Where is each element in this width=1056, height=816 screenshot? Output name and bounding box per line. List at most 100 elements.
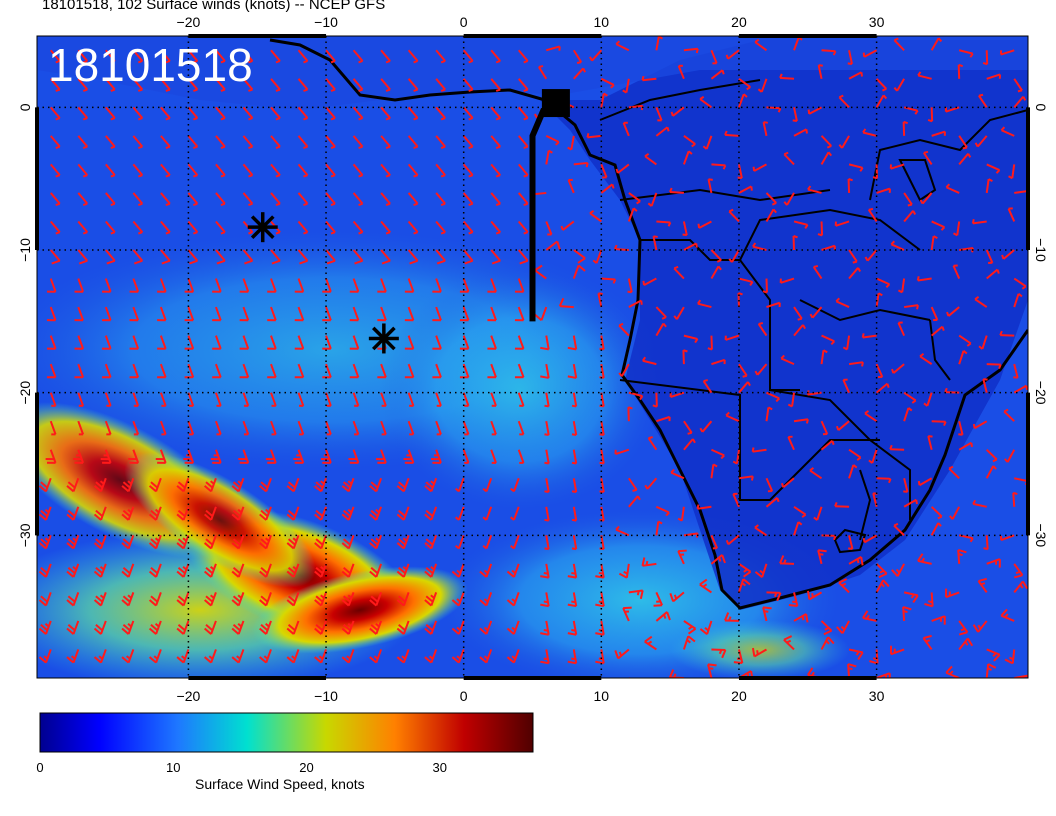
wind-barb (204, 506, 217, 521)
wind-barb (132, 192, 144, 207)
wind-barb (682, 221, 688, 237)
wind-barb (517, 220, 529, 235)
wind-barb (809, 306, 823, 319)
wind-barb (614, 648, 630, 660)
wind-barb (876, 477, 892, 484)
wind-barb (93, 649, 107, 664)
wind-barb (187, 420, 195, 436)
wind-barb (978, 93, 988, 108)
wind-barb (793, 418, 809, 424)
wind-barb (407, 135, 419, 149)
wind-barb (793, 505, 807, 518)
wind-barb (711, 358, 726, 366)
wind-barb (407, 163, 419, 178)
wind-barbs (38, 36, 1028, 678)
wind-barb (560, 220, 575, 231)
wind-barb (66, 649, 80, 664)
wind-barb (105, 135, 116, 149)
wind-barb (369, 477, 383, 493)
wind-barb (572, 49, 583, 64)
axis-tick-labels: −20 −20 −10 −10 0 0 10 10 20 20 30 30 0 0 −10 −10 −20 −20… (17, 14, 1049, 704)
wind-barb (341, 649, 355, 664)
wind-barb (407, 192, 419, 207)
lon-tick-label-top: 20 (731, 14, 747, 30)
wind-barb (986, 73, 1002, 80)
wind-barb (239, 306, 250, 322)
wind-barb (49, 392, 57, 407)
wind-barb (836, 620, 850, 634)
wind-barb (793, 306, 803, 321)
wind-barb (105, 78, 116, 92)
wind-barb (349, 363, 360, 379)
wind-barb (487, 335, 497, 350)
wind-barb (215, 106, 226, 121)
wind-barb (864, 410, 878, 423)
wind-barb (931, 325, 945, 337)
wind-barb (986, 268, 1000, 280)
wind-barb (627, 406, 633, 422)
wind-barb (396, 477, 410, 493)
wind-barb (644, 152, 657, 166)
wind-barb (655, 520, 663, 536)
wind-barb (573, 67, 587, 80)
wind-barb (325, 49, 336, 64)
wind-barb (176, 534, 190, 550)
wind-barb (571, 421, 578, 436)
wind-barb (435, 392, 442, 407)
wind-barb (779, 73, 795, 80)
wind-barb (259, 563, 272, 578)
wind-barb (793, 613, 809, 623)
wind-barb (341, 534, 355, 550)
wind-barb (352, 78, 364, 92)
wind-barb (1000, 126, 1015, 137)
lon-tick-label-bottom: 0 (460, 688, 468, 704)
wind-barb (431, 449, 442, 464)
wind-barb (614, 448, 630, 456)
wind-barb (490, 420, 497, 436)
wind-barb (46, 306, 57, 322)
wind-barb (985, 465, 997, 479)
wind-barb (683, 47, 699, 54)
wind-barb (544, 392, 550, 408)
wind-barb (891, 363, 905, 374)
wind-barb (297, 135, 309, 149)
wind-barb (314, 563, 327, 578)
wind-barb (618, 322, 630, 337)
wind-barb (618, 363, 630, 377)
wind-barb (49, 192, 61, 207)
wind-barb (986, 449, 998, 463)
wind-barb (545, 677, 550, 678)
wind-barb (847, 663, 857, 678)
wind-barb (958, 620, 969, 636)
wind-barb (176, 649, 190, 664)
wind-barb (259, 477, 272, 493)
wind-barb (121, 649, 135, 664)
wind-barb (66, 620, 80, 635)
lat-tick-label-left: −10 (17, 238, 33, 262)
wind-barb (380, 220, 391, 235)
wind-barb (732, 449, 740, 465)
wind-barb (432, 278, 442, 293)
wind-barb (187, 249, 199, 265)
lon-tick-label-bottom: −10 (314, 688, 338, 704)
wind-barb (396, 649, 410, 664)
wind-barb (212, 363, 222, 379)
wind-barb (46, 278, 57, 293)
lon-tick-label-top: 10 (594, 14, 610, 30)
wind-barb (766, 391, 780, 403)
wind-barb (286, 620, 300, 635)
wind-barb (270, 135, 281, 149)
wind-barb (1013, 563, 1024, 579)
lat-tick-label-left: 0 (17, 103, 33, 111)
wind-barb (751, 647, 767, 658)
wind-barb (628, 495, 641, 508)
wind-barb (93, 592, 107, 607)
wind-barb (506, 620, 520, 635)
wind-barb (876, 672, 891, 678)
wind-barb (462, 392, 470, 407)
wind-barb (214, 392, 222, 407)
wind-barb (573, 161, 589, 168)
wind-barb (848, 267, 862, 280)
wind-barb (821, 334, 836, 346)
wind-barb (544, 478, 550, 494)
